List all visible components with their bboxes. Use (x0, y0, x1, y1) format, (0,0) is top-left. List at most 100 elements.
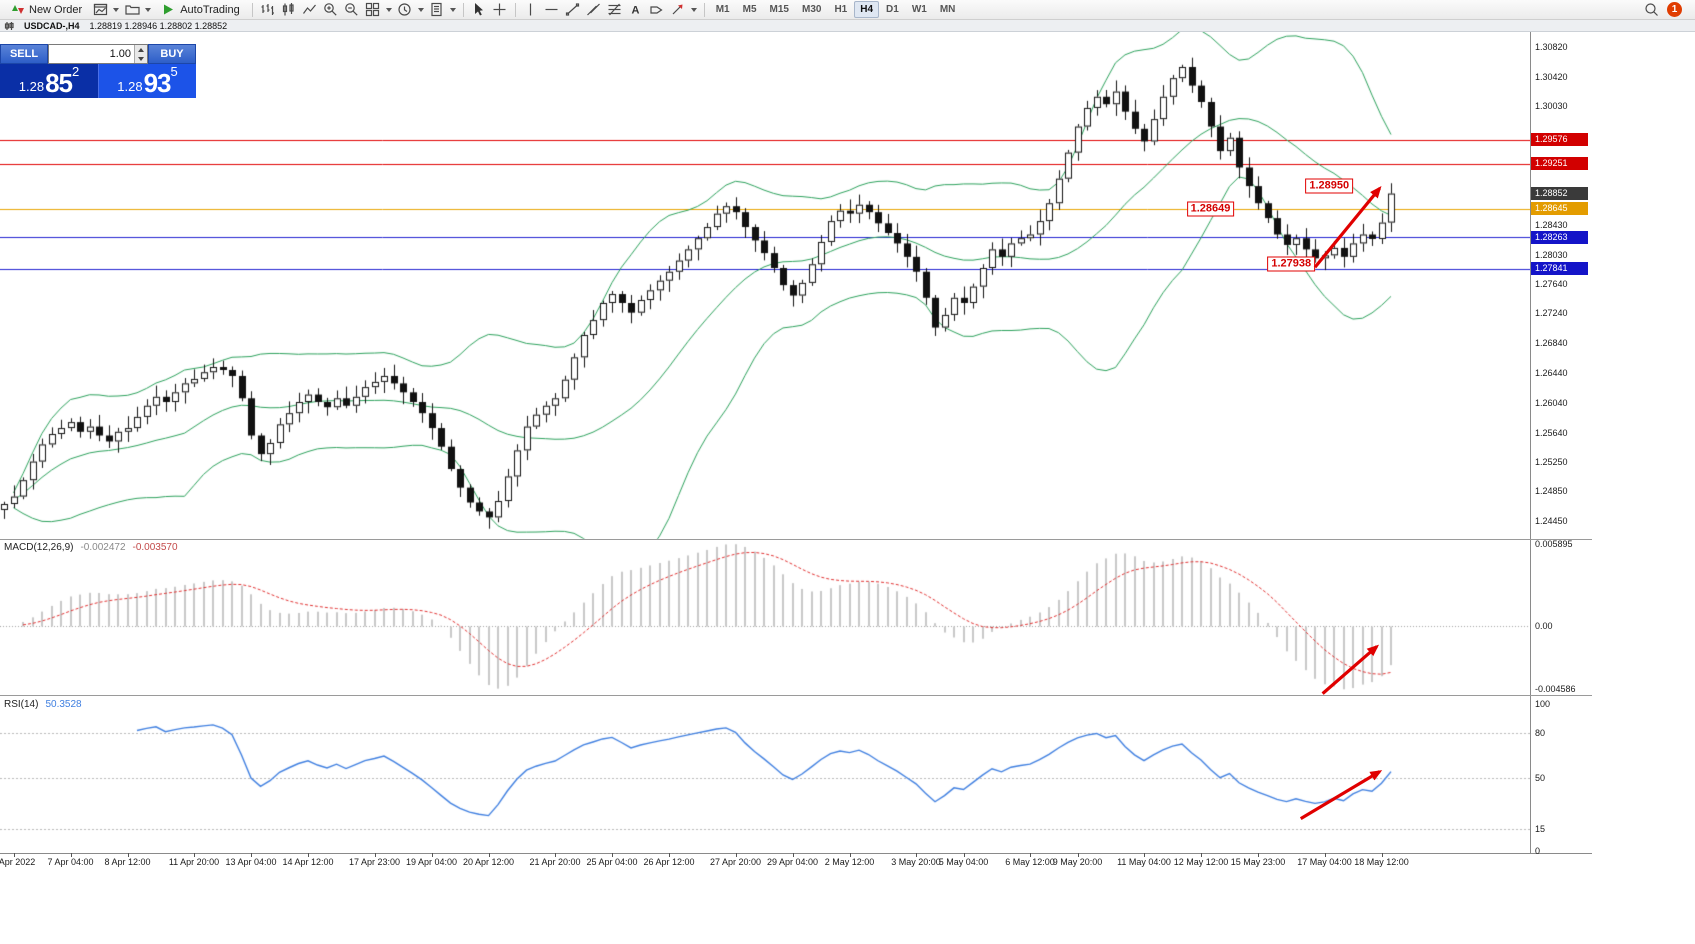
timeframe-m1-button[interactable]: M1 (715, 4, 730, 15)
sell-button[interactable]: SELL (0, 44, 48, 64)
buy-button[interactable]: BUY (148, 44, 196, 64)
time-axis-label: 7 Apr 04:00 (47, 857, 94, 867)
zoom-out-button[interactable] (342, 1, 362, 19)
trendline-tool-button[interactable] (563, 1, 583, 19)
new-chart-button[interactable] (90, 1, 110, 19)
price-axis-badge: 1.28263 (1531, 230, 1588, 244)
horizontal-line-tool-button[interactable] (542, 1, 562, 19)
candlestick-chart-icon (283, 3, 294, 16)
price-axis-label: 1.26040 (1535, 397, 1568, 408)
time-axis-tick (669, 853, 670, 857)
price-axis-badge: 1.28852 (1531, 186, 1588, 200)
macd-indicator-label: MACD(12,26,9) -0.002472 -0.003570 (4, 542, 178, 553)
candlestick-mode-button[interactable] (279, 1, 299, 19)
rsi-pane-separator[interactable] (0, 695, 1592, 696)
toolbar-separator (251, 2, 253, 17)
timeframe-h1-button[interactable]: H1 (834, 4, 848, 15)
search-icon[interactable] (1644, 2, 1659, 17)
time-axis-tick (1382, 853, 1383, 857)
bid-pips: 85 (45, 68, 73, 98)
time-axis-tick (964, 853, 965, 857)
time-axis-tick (71, 853, 72, 857)
crosshair-tool-button[interactable] (490, 1, 510, 19)
text-tool-button[interactable]: A (626, 1, 646, 19)
chart-window-icon (4, 21, 14, 30)
time-axis-label: 18 May 12:00 (1354, 857, 1409, 867)
timeframe-mn-button[interactable]: MN (939, 4, 956, 15)
rsi-axis-label: 80 (1535, 728, 1546, 739)
label-tool-button[interactable] (647, 1, 667, 19)
clock-icon (398, 3, 411, 16)
time-axis-label: 6 May 12:00 (1005, 857, 1055, 867)
time-axis-tick (1144, 853, 1145, 857)
time-axis-tick (1030, 853, 1031, 857)
autotrading-button[interactable]: AutoTrading (154, 1, 247, 19)
arrows-dropdown-caret-icon[interactable] (690, 7, 697, 12)
ask-price-button[interactable]: 1.28 93 5 (98, 64, 196, 98)
bar-chart-mode-button[interactable] (258, 1, 278, 19)
time-axis-label: 12 May 12:00 (1173, 857, 1229, 867)
lot-decrease-button[interactable] (135, 54, 147, 63)
chart-symbol-period: USDCAD-,H4 (24, 20, 80, 31)
price-annotation[interactable]: 1.28950 (1305, 178, 1354, 194)
profiles-button[interactable] (122, 1, 142, 19)
timeframe-m30-button[interactable]: M30 (801, 4, 822, 15)
time-axis-label: 3 May 20:00 (891, 857, 941, 867)
timeframe-w1-button[interactable]: W1 (911, 4, 927, 15)
macd-signal-value: -0.003570 (132, 542, 178, 553)
price-axis-label: 1.27640 (1535, 278, 1568, 289)
macd-name: MACD(12,26,9) (4, 542, 74, 553)
chart-canvas[interactable] (0, 32, 1530, 854)
fibonacci-tool-button[interactable] (605, 1, 625, 19)
rsi-name: RSI(14) (4, 699, 39, 710)
bid-price-button[interactable]: 1.28 85 2 (0, 64, 98, 98)
zoom-out-icon (345, 3, 358, 16)
price-annotation[interactable]: 1.27938 (1267, 256, 1316, 272)
macd-pane-separator[interactable] (0, 539, 1592, 540)
template-document-icon (431, 2, 442, 17)
tile-windows-button[interactable] (363, 1, 383, 19)
line-chart-mode-button[interactable] (300, 1, 320, 19)
time-axis-label: 11 Apr 20:00 (168, 857, 220, 867)
main-toolbar: New Order AutoTrading (0, 0, 1695, 20)
bid-base: 1.28 (18, 79, 45, 94)
rsi-axis-label: 15 (1535, 823, 1546, 834)
timeframe-h4-button[interactable]: H4 (854, 1, 880, 18)
history-center-button[interactable] (395, 1, 415, 19)
arrows-tool-button[interactable] (668, 1, 688, 19)
new-order-button[interactable]: New Order (3, 1, 89, 19)
timeframe-m15-button[interactable]: M15 (769, 4, 789, 15)
price-annotation[interactable]: 1.28649 (1186, 201, 1235, 217)
tile-windows-dropdown-caret-icon[interactable] (385, 7, 392, 12)
time-axis-label: 29 Apr 04:00 (766, 857, 819, 867)
templates-dropdown-caret-icon[interactable] (449, 7, 456, 12)
timeframe-d1-button[interactable]: D1 (886, 4, 899, 15)
autotrading-label: AutoTrading (180, 3, 240, 16)
cursor-tool-button[interactable] (469, 1, 489, 19)
rsi-axis-label: 0 (1535, 846, 1541, 856)
tile-windows-icon (366, 2, 380, 17)
rsi-value: 50.3528 (45, 699, 82, 710)
time-axis-label: 15 May 23:00 (1230, 857, 1286, 867)
time-axis-label: 26 Apr 12:00 (643, 857, 695, 867)
chart-area: MACD(12,26,9) -0.002472 -0.003570 RSI(14… (0, 32, 1592, 877)
new-order-icon (12, 5, 24, 14)
timeframe-m5-button[interactable]: M5 (742, 4, 757, 15)
price-axis-label: 1.24450 (1535, 516, 1568, 527)
templates-button[interactable] (427, 1, 447, 19)
zoom-in-button[interactable] (321, 1, 341, 19)
vertical-line-tool-button[interactable] (521, 1, 541, 19)
channel-tool-button[interactable] (584, 1, 604, 19)
new-chart-dropdown-caret-icon[interactable] (113, 7, 120, 12)
lot-size-stepper (134, 45, 147, 63)
autotrading-play-icon (164, 4, 174, 15)
lot-size-input[interactable] (49, 45, 134, 63)
profiles-dropdown-caret-icon[interactable] (145, 7, 152, 12)
time-axis-tick (736, 853, 737, 857)
lot-increase-button[interactable] (135, 45, 147, 54)
trendline-icon (566, 3, 580, 16)
buy-label: BUY (160, 48, 184, 60)
history-dropdown-caret-icon[interactable] (417, 7, 424, 12)
notification-badge[interactable]: 1 (1667, 2, 1682, 17)
